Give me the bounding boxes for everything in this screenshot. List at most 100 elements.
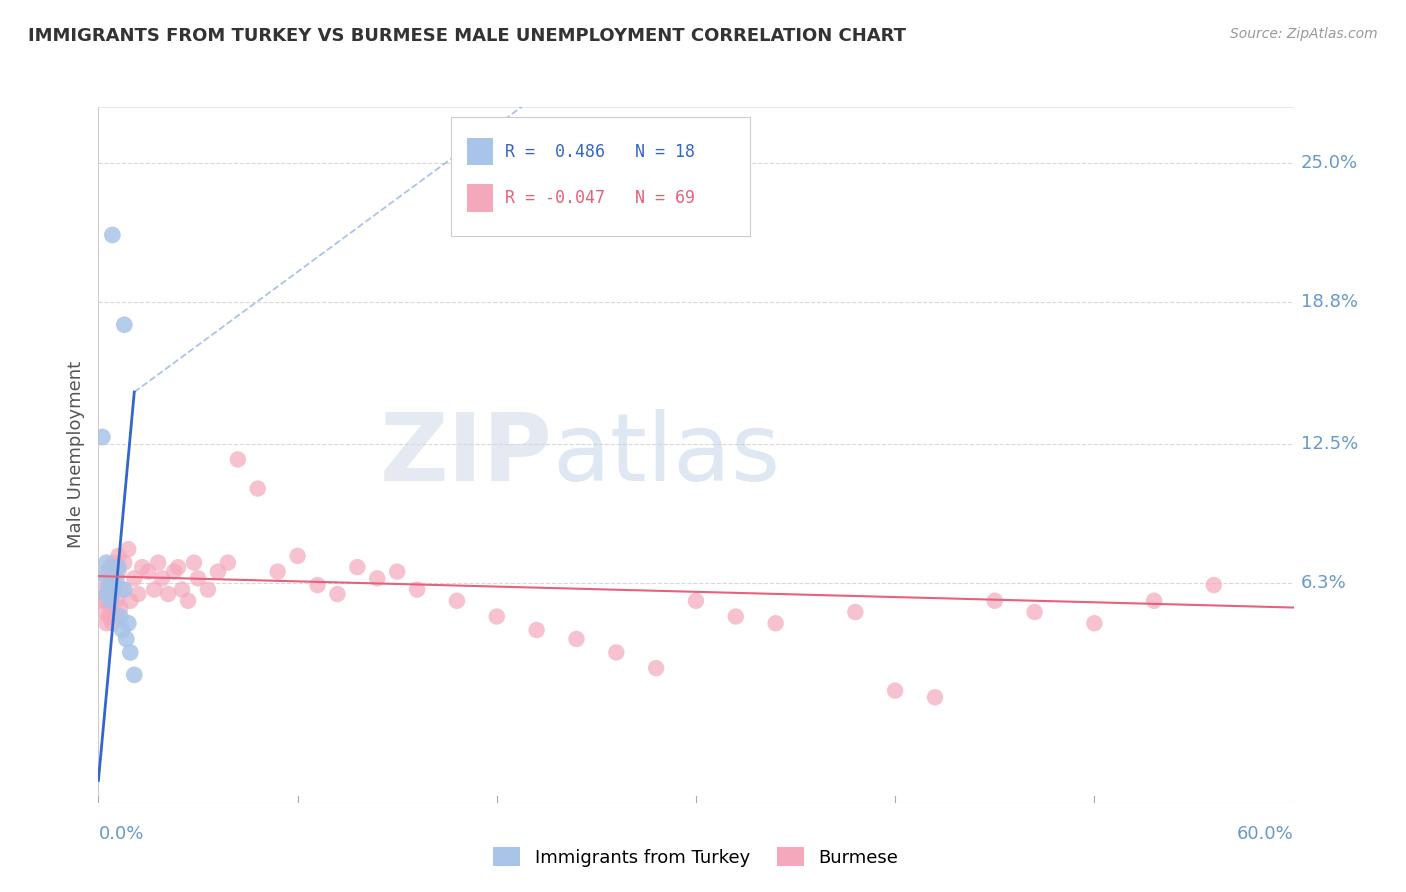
Point (366, 571, 388, 585)
Point (287, 549, 309, 563)
Point (96, 616, 118, 631)
Text: 60.0%: 60.0% (1237, 825, 1294, 843)
Point (645, 661, 668, 675)
Text: 0.0%: 0.0% (98, 825, 143, 843)
Point (884, 683, 907, 698)
Point (326, 587, 349, 601)
Point (983, 594, 1005, 608)
Point (105, 609, 128, 624)
Point (124, 668, 146, 682)
Text: R = -0.047   N = 69: R = -0.047 N = 69 (505, 189, 695, 207)
Point (105, 571, 128, 585)
Point (96, 556, 118, 570)
Point (346, 560, 368, 574)
Point (307, 578, 329, 592)
Point (187, 571, 209, 585)
FancyBboxPatch shape (467, 137, 494, 166)
Point (124, 571, 146, 585)
Point (120, 594, 142, 608)
Text: R =  0.486   N = 18: R = 0.486 N = 18 (505, 143, 695, 161)
Point (924, 690, 946, 705)
Point (385, 565, 409, 579)
Point (167, 560, 190, 574)
Text: 6.3%: 6.3% (1301, 574, 1347, 592)
Text: atlas: atlas (553, 409, 780, 501)
Point (183, 556, 205, 570)
Point (131, 560, 153, 574)
Point (93, 566, 115, 581)
Point (120, 645, 142, 659)
Point (105, 594, 128, 608)
Point (565, 632, 588, 646)
Point (115, 632, 138, 646)
Point (685, 594, 707, 608)
Point (98, 560, 122, 574)
Y-axis label: Male Unemployment: Male Unemployment (66, 361, 84, 549)
Point (96, 587, 118, 601)
Point (111, 582, 134, 597)
Point (97, 565, 120, 579)
Point (112, 556, 135, 570)
Point (1143, 594, 1166, 608)
Point (98, 578, 122, 592)
Text: Source: ZipAtlas.com: Source: ZipAtlas.com (1230, 27, 1378, 41)
Point (103, 578, 125, 592)
Point (117, 542, 139, 557)
Point (110, 600, 132, 615)
Text: 25.0%: 25.0% (1301, 154, 1358, 172)
FancyBboxPatch shape (451, 118, 749, 235)
Point (97, 578, 120, 592)
Text: 12.5%: 12.5% (1301, 434, 1358, 453)
Point (97, 609, 120, 624)
Point (177, 594, 200, 608)
Point (406, 582, 429, 597)
Point (172, 582, 194, 597)
Point (226, 452, 249, 467)
Point (103, 556, 125, 570)
Point (605, 645, 627, 659)
Text: 18.8%: 18.8% (1301, 293, 1358, 311)
Point (1024, 605, 1046, 619)
Point (98, 594, 122, 608)
Point (107, 565, 129, 579)
Point (217, 556, 239, 570)
Point (117, 616, 139, 631)
Point (93, 582, 115, 597)
Legend: Immigrants from Turkey, Burmese: Immigrants from Turkey, Burmese (486, 840, 905, 874)
Point (246, 482, 269, 496)
Point (765, 616, 787, 631)
Point (1202, 578, 1225, 592)
Point (96, 594, 118, 608)
Point (107, 549, 129, 563)
Point (107, 560, 129, 574)
Point (101, 227, 124, 242)
Point (127, 587, 149, 601)
Point (844, 605, 866, 619)
Point (96, 571, 118, 585)
Point (112, 318, 135, 332)
Point (101, 616, 124, 631)
FancyBboxPatch shape (467, 185, 494, 212)
Point (157, 587, 180, 601)
Point (207, 565, 229, 579)
Point (143, 582, 166, 597)
Point (163, 565, 186, 579)
Point (97, 587, 120, 601)
Point (446, 594, 468, 608)
Point (1083, 616, 1105, 631)
Point (91, 430, 114, 444)
Text: ZIP: ZIP (380, 409, 553, 501)
Point (112, 582, 135, 597)
Point (267, 565, 290, 579)
Point (91, 594, 114, 608)
Point (110, 609, 132, 624)
Point (485, 609, 508, 624)
Point (98, 600, 122, 615)
Point (93, 605, 115, 619)
Point (111, 623, 134, 637)
Text: IMMIGRANTS FROM TURKEY VS BURMESE MALE UNEMPLOYMENT CORRELATION CHART: IMMIGRANTS FROM TURKEY VS BURMESE MALE U… (28, 27, 905, 45)
Point (150, 571, 173, 585)
Point (136, 565, 159, 579)
Point (526, 623, 548, 637)
Point (101, 587, 124, 601)
